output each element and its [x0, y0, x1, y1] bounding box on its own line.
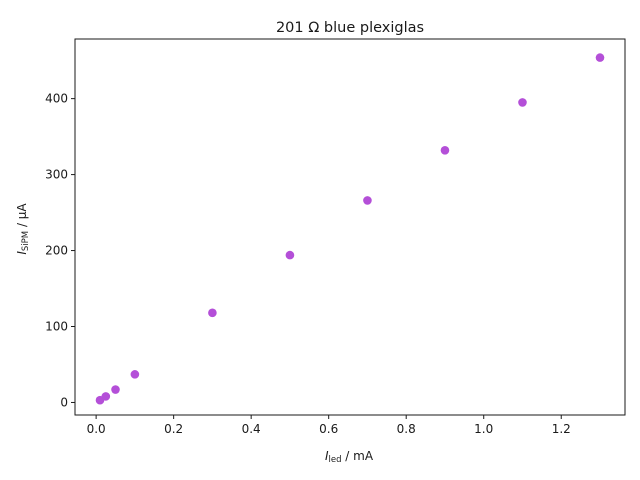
data-point: [363, 196, 372, 205]
x-axis-label: Iled / mA: [325, 449, 374, 465]
data-point: [130, 370, 140, 379]
y-axis-unit: / µA: [15, 203, 29, 231]
x-axis-unit: / mA: [341, 449, 373, 463]
y-tick-label: 200: [45, 244, 68, 258]
y-axis-subscript: SiPM: [21, 231, 31, 251]
data-point: [111, 385, 120, 394]
x-axis-subscript: led: [328, 455, 341, 465]
data-point: [440, 145, 450, 155]
y-tick-label: 400: [45, 92, 68, 106]
data-point: [595, 53, 605, 62]
x-tick-label: 0.2: [164, 422, 183, 436]
y-axis-symbol: I: [15, 251, 29, 255]
x-tick-label: 0.0: [87, 422, 106, 436]
data-points: [95, 53, 605, 405]
axis-ticks: 0.0 0.2 0.4 0.6 0.8 1.0 1.2 0 100 200 300 400: [45, 92, 571, 436]
x-tick-label: 0.6: [319, 422, 338, 436]
y-tick-label: 0: [60, 395, 68, 409]
x-tick-label: 0.4: [242, 422, 261, 436]
x-tick-label: 1.2: [552, 422, 571, 436]
x-axis-symbol: I: [325, 449, 329, 463]
x-tick-label: 0.8: [397, 422, 416, 436]
data-point: [208, 308, 217, 318]
y-axis-label: ISiPM / µA: [15, 203, 31, 255]
data-point: [101, 392, 111, 401]
data-point: [285, 250, 295, 260]
plot-area-frame: [74, 38, 626, 416]
chart-title: 201 Ω blue plexiglas: [276, 20, 424, 36]
data-point: [518, 98, 527, 107]
y-tick-label: 100: [45, 320, 68, 334]
y-tick-label: 300: [45, 168, 68, 182]
x-tick-label: 1.0: [474, 422, 493, 436]
